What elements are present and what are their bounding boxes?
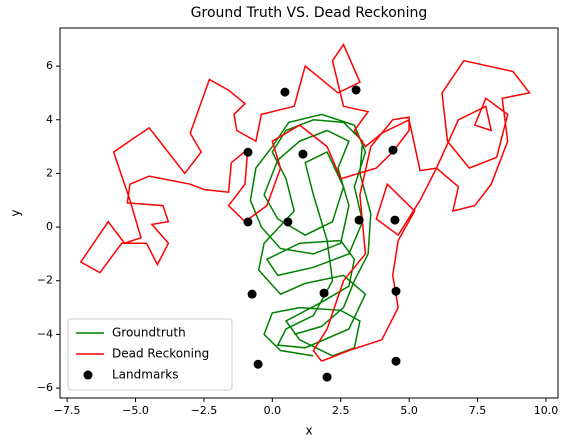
landmark-point xyxy=(391,286,401,296)
landmark-point xyxy=(354,215,364,225)
y-tick-label: −2 xyxy=(37,274,53,287)
x-tick-label: 0.0 xyxy=(264,404,282,417)
series-line xyxy=(79,43,531,362)
x-tick-label: −2.5 xyxy=(191,404,218,417)
landmark-point xyxy=(322,372,332,382)
landmark-point xyxy=(253,359,263,369)
x-tick-label: −7.5 xyxy=(54,404,81,417)
legend: Groundtruth Dead Reckoning Landmarks xyxy=(67,318,233,391)
landmark-point xyxy=(319,288,329,298)
legend-label: Dead Reckoning xyxy=(112,347,209,361)
y-tick-label: −6 xyxy=(37,381,53,394)
legend-label: Landmarks xyxy=(112,368,178,382)
y-tick-label: −4 xyxy=(37,327,53,340)
plot-frame xyxy=(59,27,559,399)
landmark-point xyxy=(390,215,400,225)
landmark-point xyxy=(283,217,293,227)
y-tick-label: 4 xyxy=(46,113,53,126)
x-axis-label: x xyxy=(305,424,312,438)
y-tick-label: 6 xyxy=(46,59,53,72)
legend-marker xyxy=(83,370,93,380)
landmark-point xyxy=(243,217,253,227)
landmark-point xyxy=(388,145,398,155)
landmark-point xyxy=(298,149,308,159)
x-tick-label: 5.0 xyxy=(400,404,418,417)
landmark-point xyxy=(247,289,257,299)
landmark-point xyxy=(243,147,253,157)
y-axis-label: y xyxy=(9,209,23,216)
x-tick-label: 2.5 xyxy=(332,404,350,417)
y-tick-label: 0 xyxy=(46,220,53,233)
legend-box xyxy=(67,318,233,391)
landmark-point xyxy=(351,85,361,95)
landmark-point xyxy=(280,87,290,97)
y-tick-label: 2 xyxy=(46,166,53,179)
chart-title: Ground Truth VS. Dead Reckoning xyxy=(191,5,428,21)
landmark-point xyxy=(391,356,401,366)
x-tick-label: 7.5 xyxy=(469,404,487,417)
x-tick-label: 10.0 xyxy=(534,404,559,417)
legend-label: Groundtruth xyxy=(112,326,186,340)
x-tick-label: −5.0 xyxy=(122,404,149,417)
